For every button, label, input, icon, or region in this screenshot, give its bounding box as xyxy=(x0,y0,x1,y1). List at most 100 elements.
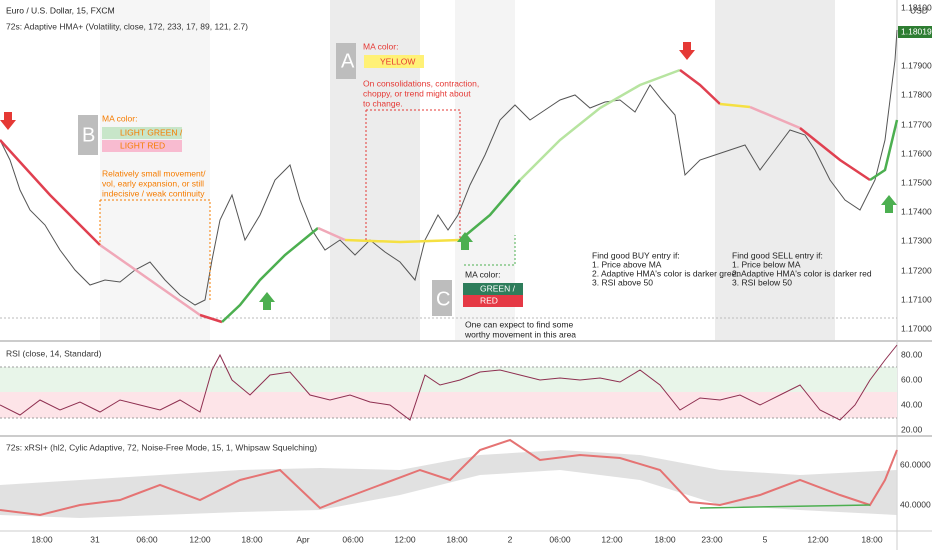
ma-segment xyxy=(344,238,461,244)
letter: B xyxy=(82,124,95,146)
rsi-zone xyxy=(0,367,897,392)
time-label: 18:00 xyxy=(241,534,263,544)
badge-text: YELLOW xyxy=(380,56,415,66)
rsi-zone xyxy=(0,392,897,418)
symbol: Euro / U.S. Dollar, 15, FXCM xyxy=(6,5,115,15)
time-label: 2 xyxy=(508,534,513,544)
rsi-label: 20.00 xyxy=(901,424,923,434)
letter-box xyxy=(336,43,356,79)
label: MA color: xyxy=(363,41,398,51)
rsi-line xyxy=(0,344,898,421)
note: Relatively small movement/ xyxy=(102,168,206,178)
badge xyxy=(463,283,523,295)
price-label: 1.17900 xyxy=(901,60,932,70)
time-label: 23:00 xyxy=(701,534,723,544)
time-label: 12:00 xyxy=(394,534,416,544)
label: MA color: xyxy=(102,113,137,123)
ma-segment xyxy=(199,313,223,324)
time-label: 5 xyxy=(763,534,768,544)
letter-box xyxy=(432,280,452,316)
price-label: 1.17700 xyxy=(901,119,932,129)
badge-text: LIGHT RED xyxy=(120,140,165,150)
price-label: 1.17800 xyxy=(901,89,932,99)
rsi-label: 40.00 xyxy=(901,399,923,409)
price-label: 1.18100 xyxy=(901,2,932,12)
time-label: 06:00 xyxy=(342,534,364,544)
price-label: 1.17400 xyxy=(901,206,932,216)
price-label: 1.17600 xyxy=(901,148,932,158)
price-label: 1.17000 xyxy=(901,323,932,333)
buy-arrow xyxy=(259,292,275,310)
note: One can expect to find some xyxy=(465,319,573,329)
indicator: 72s: Adaptive HMA+ (Volatility, close, 1… xyxy=(6,21,248,31)
rule: 3. RSI above 50 xyxy=(592,277,653,287)
rule: 2. Adaptive HMA's color is darker green xyxy=(592,268,741,278)
price-label: 1.17100 xyxy=(901,294,932,304)
rule: 1. Price above MA xyxy=(592,259,662,269)
ma-segment xyxy=(99,243,201,317)
time-label: 12:00 xyxy=(189,534,211,544)
badge xyxy=(364,55,424,68)
bracket xyxy=(99,199,211,300)
letter-box xyxy=(78,115,98,155)
sell-rules: Find good SELL entry if:1. Price below M… xyxy=(732,250,872,287)
panel-title: 72s: xRSI+ (hl2, Cylic Adaptive, 72, Noi… xyxy=(6,442,317,452)
time-label: 31 xyxy=(90,534,100,544)
price-label: 1.17200 xyxy=(901,265,932,275)
currency: USD xyxy=(910,5,928,15)
ma-segment xyxy=(719,102,751,109)
note: worthy movement in this area xyxy=(464,329,576,339)
time-label: 06:00 xyxy=(549,534,571,544)
price xyxy=(0,29,898,306)
xrsi-label: 60.0000 xyxy=(900,459,931,469)
xrsi-band xyxy=(0,450,897,518)
sell-arrow xyxy=(0,112,16,130)
badge-text: LIGHT GREEN / xyxy=(120,127,183,137)
rule: 2. Adaptive HMA's color is darker red xyxy=(732,268,872,278)
ma-segment xyxy=(519,68,681,181)
xrsi-level xyxy=(699,504,871,509)
note: On consolidations, contraction, xyxy=(363,78,479,88)
time-label: 12:00 xyxy=(807,534,829,544)
bracket xyxy=(365,109,461,240)
ma-segment xyxy=(459,179,521,241)
zone xyxy=(715,0,835,340)
label: MA color: xyxy=(465,269,500,279)
ma-segment xyxy=(0,139,101,246)
note: vol, early expansion, or still xyxy=(102,178,204,188)
xrsi-label: 40.0000 xyxy=(900,499,931,509)
last-price-tag xyxy=(898,26,932,38)
ma-segment xyxy=(799,127,871,182)
xrsi-line xyxy=(0,438,898,517)
ma-segment xyxy=(749,105,801,130)
rsi-label: 60.00 xyxy=(901,374,923,384)
note: choppy, or trend might about xyxy=(363,88,471,98)
badge xyxy=(463,295,523,307)
time-label: 18:00 xyxy=(446,534,468,544)
ma-segment xyxy=(869,119,899,182)
badge xyxy=(102,127,182,139)
time-label: 18:00 xyxy=(861,534,883,544)
note: indecisive / weak continuity xyxy=(102,188,205,198)
letter: A xyxy=(341,50,355,72)
buy-rules: Find good BUY entry if:1. Price above MA… xyxy=(592,250,741,287)
last-price: 1.18019 xyxy=(901,26,932,36)
letter: C xyxy=(436,288,450,310)
buy-arrow xyxy=(881,195,897,213)
rsi-label: 80.00 xyxy=(901,349,923,359)
note: to change. xyxy=(363,98,403,108)
badge-text: RED xyxy=(480,295,498,305)
badge-text: GREEN / xyxy=(480,283,516,293)
buy-arrow xyxy=(457,232,473,250)
time-label: 18:00 xyxy=(31,534,53,544)
ma-segment xyxy=(679,69,721,105)
time-label: 18:00 xyxy=(654,534,676,544)
time-label: 06:00 xyxy=(136,534,158,544)
price-label: 1.17500 xyxy=(901,177,932,187)
rule: Find good SELL entry if: xyxy=(732,250,823,260)
ma-segment xyxy=(317,226,346,242)
rule: 1. Price below MA xyxy=(732,259,801,269)
sell-arrow xyxy=(679,42,695,60)
time-label: Apr xyxy=(296,534,309,544)
